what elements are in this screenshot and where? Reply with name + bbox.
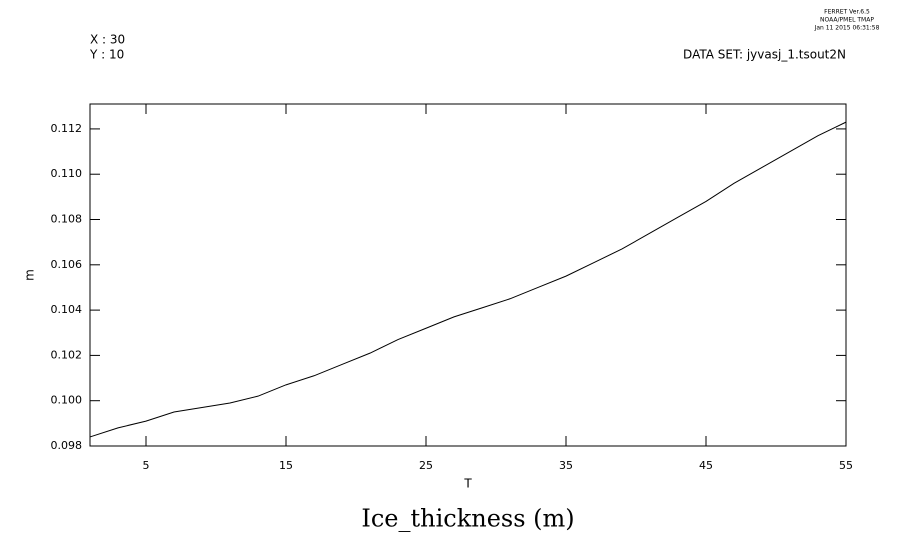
- y-tick-label: 0.100: [51, 394, 83, 407]
- stamp: Jan 11 2015 06:31:58: [814, 25, 880, 32]
- stamp: FERRET Ver.6.5: [824, 9, 870, 16]
- plot-frame: [89, 103, 847, 447]
- header-y: Y : 10: [89, 48, 124, 62]
- y-tick-label: 0.110: [51, 167, 83, 180]
- y-tick-label: 0.102: [51, 348, 83, 361]
- x-tick-label: 35: [559, 459, 573, 472]
- stamp: NOAA/PMEL TMAP: [820, 17, 874, 24]
- header-x: X : 30: [90, 33, 125, 47]
- x-tick-label: 5: [143, 459, 150, 472]
- dataset-label: DATA SET: jyvasj_1.tsout2N: [683, 48, 846, 62]
- x-axis-label: T: [463, 477, 472, 491]
- chart-title: Ice_thickness (m): [361, 505, 574, 533]
- x-tick-label: 45: [699, 459, 713, 472]
- y-tick-label: 0.106: [51, 258, 83, 271]
- y-tick-label: 0.112: [51, 122, 83, 135]
- y-tick-label: 0.108: [51, 213, 83, 226]
- x-tick-label: 25: [419, 459, 433, 472]
- data-line: [89, 121, 847, 438]
- x-tick-label: 15: [279, 459, 293, 472]
- x-tick-label: 55: [839, 459, 853, 472]
- y-tick-label: 0.098: [51, 439, 83, 452]
- y-tick-label: 0.104: [51, 303, 83, 316]
- y-axis-label: m: [23, 269, 37, 281]
